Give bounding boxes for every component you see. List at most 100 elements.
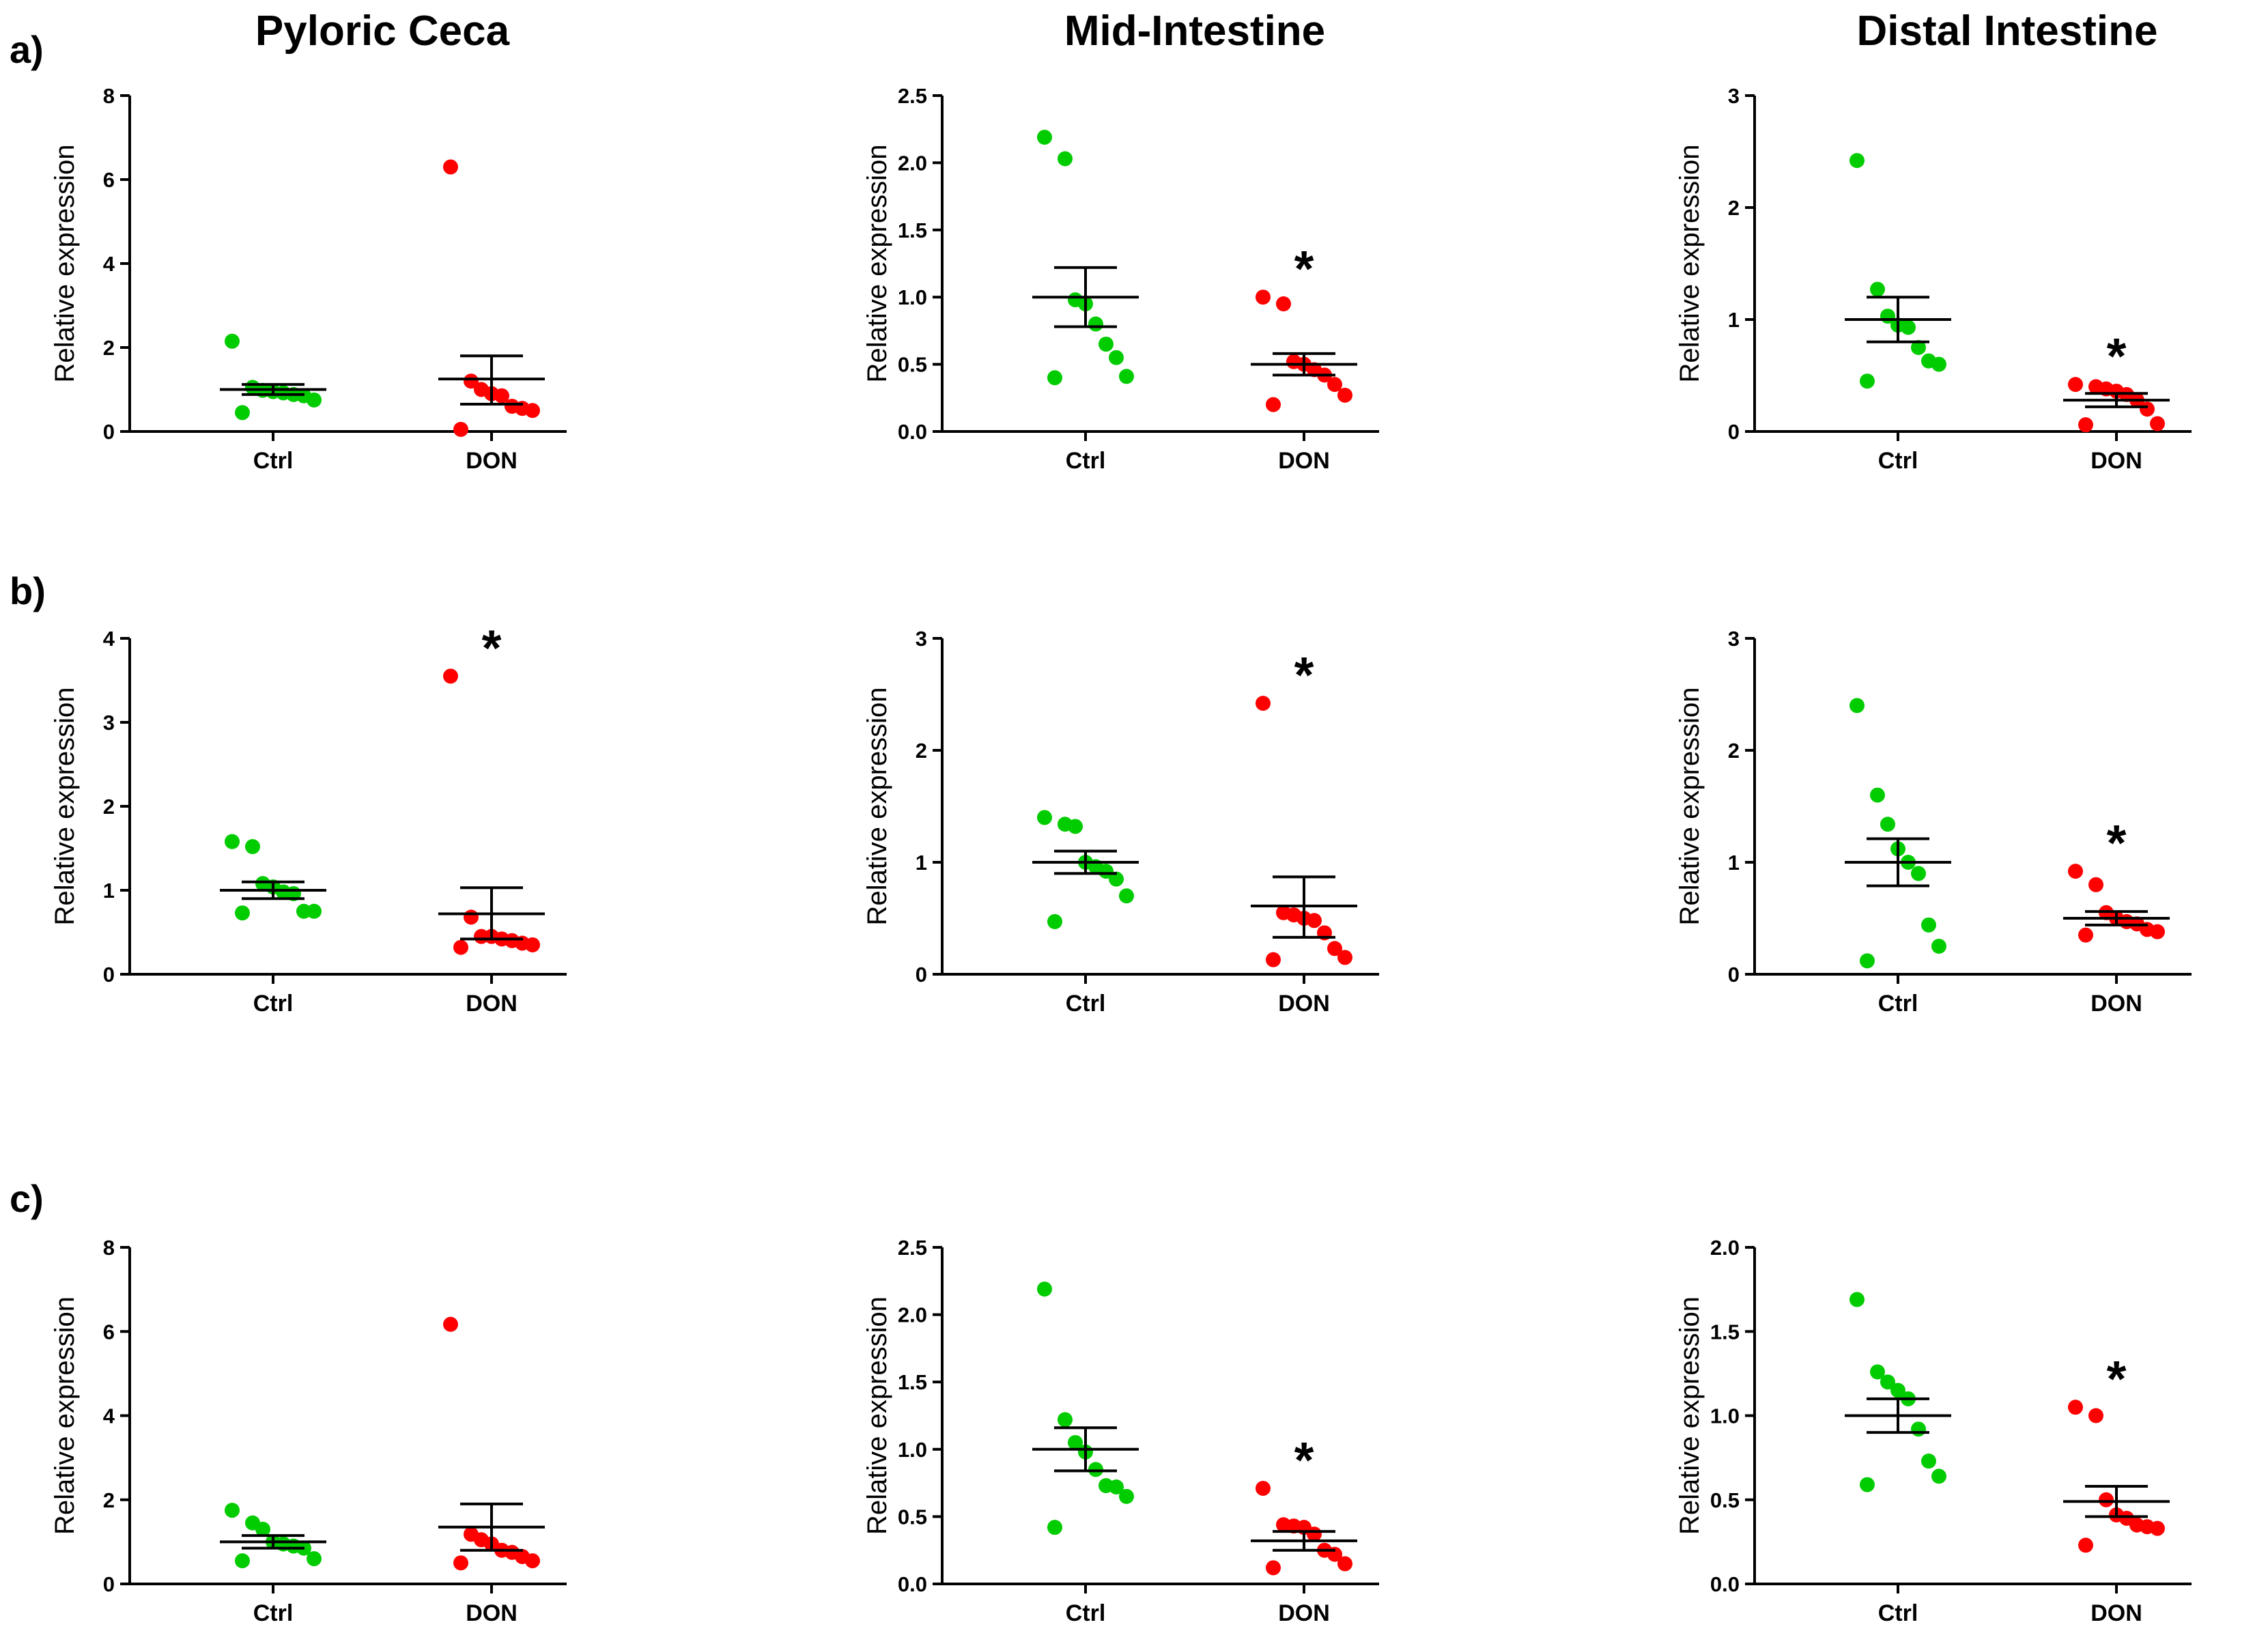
data-point-don <box>1337 387 1352 403</box>
row-label-a: a) <box>10 28 44 71</box>
data-point-don <box>1256 696 1271 711</box>
data-point-don <box>525 1553 540 1569</box>
data-point-don <box>1337 1556 1352 1572</box>
data-point-don <box>2078 927 2093 943</box>
y-tick-label: 2 <box>103 336 115 360</box>
data-point-ctrl <box>1109 350 1124 365</box>
data-point-ctrl <box>255 1521 270 1537</box>
panel-b-mid-intestine: 0 1 2 3 Relative expression Ctrl DON * <box>862 627 1379 1017</box>
data-point-don <box>464 909 479 925</box>
y-tick-label: 2.5 <box>898 84 927 108</box>
panel-c-pyloric-ceca: 0 2 4 6 8 Relative expression Ctrl DON <box>50 1236 567 1626</box>
y-tick-label: 2 <box>103 795 115 819</box>
x-tick-label-don: DON <box>2090 991 2142 1017</box>
y-axis-label: Relative expression <box>862 1296 892 1535</box>
data-point-ctrl <box>1921 1454 1936 1469</box>
significance-marker: * <box>2107 814 2127 871</box>
y-tick-label: 0.5 <box>898 353 927 377</box>
significance-marker: * <box>2107 1350 2127 1407</box>
data-point-ctrl <box>1037 130 1052 145</box>
x-tick-label-don: DON <box>1278 991 1330 1017</box>
data-point-ctrl <box>1098 337 1114 352</box>
panel-a-distal-intestine: 0 1 2 3 Relative expression Ctrl DON * <box>1675 84 2192 474</box>
x-tick-label-ctrl: Ctrl <box>1066 448 1106 474</box>
data-point-don <box>443 1316 458 1332</box>
data-point-don <box>443 668 458 684</box>
x-tick-label-don: DON <box>466 1600 518 1626</box>
data-point-ctrl <box>1109 871 1124 887</box>
x-tick-label-ctrl: Ctrl <box>1878 991 1918 1017</box>
data-point-don <box>453 939 468 955</box>
y-axis-label: Relative expression <box>50 144 80 382</box>
data-point-ctrl <box>1860 953 1875 969</box>
data-point-don <box>2078 417 2093 433</box>
data-point-ctrl <box>1870 787 1885 803</box>
data-point-ctrl <box>1849 698 1865 713</box>
significance-marker: * <box>482 619 502 676</box>
data-point-ctrl <box>1931 356 1946 372</box>
y-tick-label: 6 <box>103 168 115 192</box>
data-point-ctrl <box>307 1551 322 1567</box>
data-point-ctrl <box>1849 153 1865 169</box>
y-tick-label: 2 <box>1728 196 1740 220</box>
y-tick-label: 3 <box>103 711 115 735</box>
y-axis-label: Relative expression <box>1675 1296 1705 1535</box>
y-tick-label: 3 <box>916 627 927 651</box>
data-point-ctrl <box>225 333 240 349</box>
data-point-ctrl <box>1047 913 1062 929</box>
y-tick-label: 0.0 <box>898 1572 927 1596</box>
y-tick-label: 1.0 <box>1710 1404 1740 1428</box>
data-point-don <box>2088 877 2103 892</box>
x-tick-label-don: DON <box>1278 448 1330 474</box>
significance-marker: * <box>1294 1432 1314 1488</box>
data-point-ctrl <box>1068 819 1083 834</box>
y-tick-label: 0.0 <box>1710 1572 1740 1596</box>
data-point-don <box>464 373 479 389</box>
y-tick-label: 0.0 <box>898 420 927 444</box>
y-tick-label: 0 <box>103 1572 115 1596</box>
column-title-mid-intestine: Mid-Intestine <box>1064 8 1325 55</box>
y-tick-label: 2 <box>916 739 927 763</box>
x-tick-label-don: DON <box>2090 448 2142 474</box>
panel-a-mid-intestine: 0.0 0.5 1.0 1.5 2.0 2.5 Relative expression Ctr… <box>862 84 1379 474</box>
data-point-ctrl <box>1047 1520 1062 1535</box>
data-point-ctrl <box>1058 1412 1073 1428</box>
data-point-ctrl <box>1911 866 1926 881</box>
y-axis-label: Relative expression <box>50 1296 80 1535</box>
data-point-don <box>2150 416 2165 431</box>
y-tick-label: 2.0 <box>898 1303 927 1327</box>
x-tick-label-don: DON <box>2090 1600 2142 1626</box>
data-point-ctrl <box>1890 1383 1905 1398</box>
y-tick-label: 0 <box>1728 963 1740 987</box>
x-tick-label-ctrl: Ctrl <box>253 448 294 474</box>
significance-marker: * <box>1294 647 1314 703</box>
panel-c-mid-intestine: 0.0 0.5 1.0 1.5 2.0 2.5 Relative expression Ctr… <box>862 1236 1379 1626</box>
y-tick-label: 8 <box>103 1236 115 1260</box>
x-tick-label-ctrl: Ctrl <box>1066 1600 1106 1626</box>
x-tick-label-ctrl: Ctrl <box>1878 1600 1918 1626</box>
data-point-don <box>1327 941 1342 956</box>
y-tick-label: 6 <box>103 1320 115 1344</box>
y-tick-label: 1.0 <box>898 1438 927 1462</box>
data-point-don <box>2068 864 2083 879</box>
data-point-ctrl <box>235 405 250 421</box>
column-title-pyloric-ceca: Pyloric Ceca <box>255 8 510 55</box>
y-tick-label: 2.0 <box>1710 1236 1740 1260</box>
y-tick-label: 0 <box>1728 420 1740 444</box>
data-point-ctrl <box>1849 1292 1865 1307</box>
data-point-ctrl <box>1931 939 1946 954</box>
data-point-don <box>2140 401 2155 417</box>
y-tick-label: 4 <box>103 252 115 276</box>
y-axis-label: Relative expression <box>1675 687 1705 925</box>
data-point-ctrl <box>307 392 322 408</box>
data-point-don <box>1327 377 1342 393</box>
data-point-don <box>2068 377 2083 393</box>
data-point-don <box>443 159 458 175</box>
y-tick-label: 1.5 <box>898 218 927 242</box>
data-point-ctrl <box>225 1503 240 1518</box>
x-tick-label-ctrl: Ctrl <box>253 991 294 1017</box>
data-point-don <box>2099 1492 2114 1507</box>
data-point-ctrl <box>1037 1281 1052 1297</box>
data-point-don <box>2068 1400 2083 1415</box>
